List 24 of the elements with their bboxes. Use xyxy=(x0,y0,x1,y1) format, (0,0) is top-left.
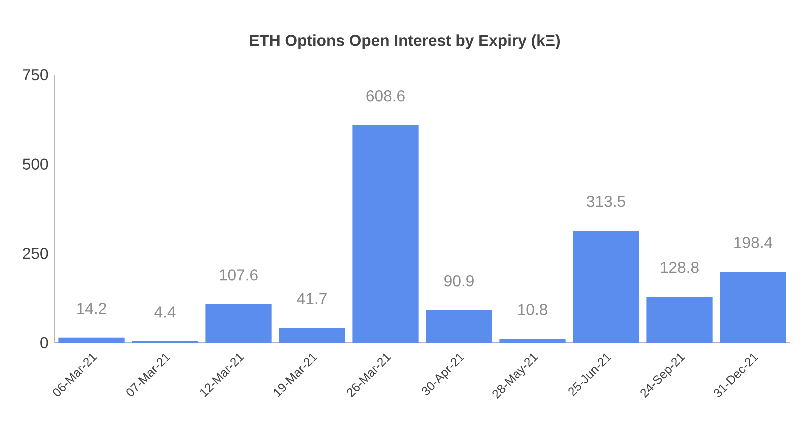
data-label: 608.6 xyxy=(366,90,405,102)
y-tick-label: 750 xyxy=(23,69,48,81)
bar xyxy=(279,328,346,344)
data-label: 313.5 xyxy=(587,196,626,208)
data-label: 128.8 xyxy=(661,262,699,274)
data-label: 10.8 xyxy=(518,304,548,316)
bar xyxy=(352,126,419,344)
bar xyxy=(573,230,640,344)
data-label: 198.4 xyxy=(734,237,773,248)
chart-title: ETH Options Open Interest by Expiry (kΞ) xyxy=(250,34,560,50)
data-label: 90.9 xyxy=(444,276,474,287)
data-label: 4.4 xyxy=(154,306,176,318)
data-label: 41.7 xyxy=(297,293,327,304)
data-label: 107.6 xyxy=(220,270,258,281)
data-label: 14.2 xyxy=(78,303,106,314)
bar xyxy=(206,304,272,344)
bar xyxy=(720,272,786,344)
y-tick-label: 250 xyxy=(23,248,48,260)
bar xyxy=(426,310,492,344)
bar xyxy=(500,339,566,344)
y-tick-label: 0 xyxy=(40,337,48,349)
y-tick-label: 500 xyxy=(23,158,48,170)
bar xyxy=(58,338,125,344)
bar xyxy=(646,296,713,344)
